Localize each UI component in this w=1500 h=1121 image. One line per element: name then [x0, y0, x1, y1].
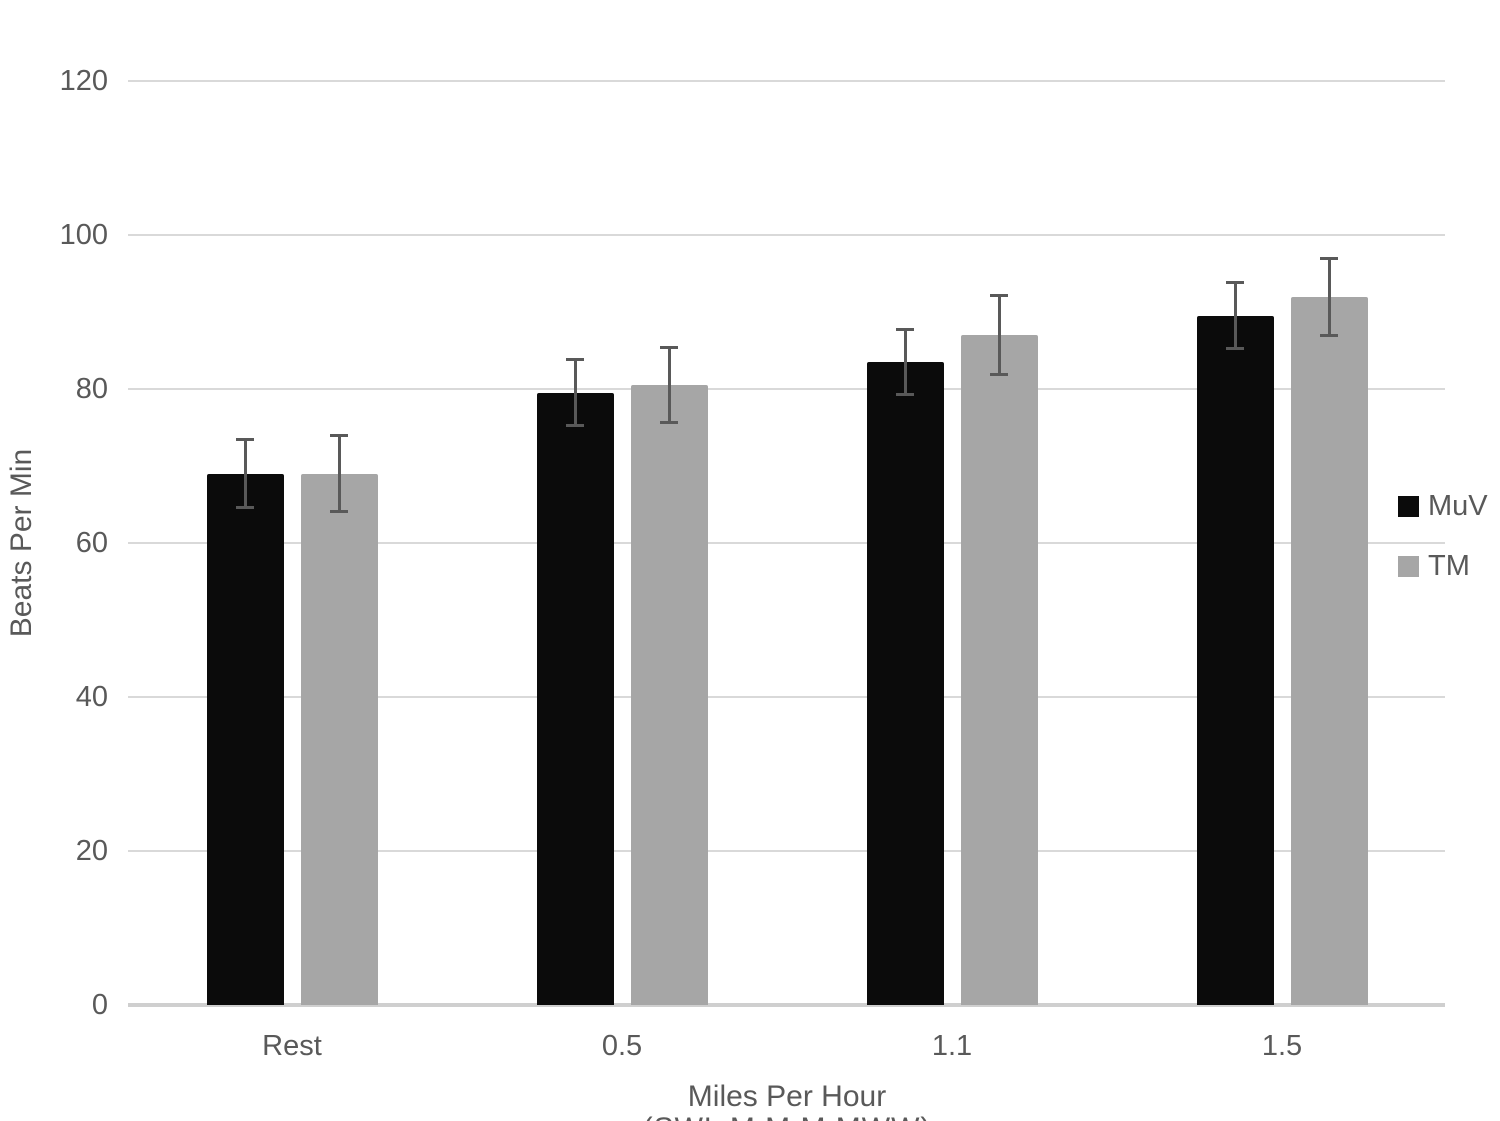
legend: MuV TM [1398, 489, 1488, 614]
bar-muv-1.5 [1196, 315, 1274, 1005]
error-bar-muv-rest-cap-top [236, 438, 254, 442]
y-axis-tick-label: 0 [91, 989, 108, 1021]
error-bar-tm-rest-whisker [337, 435, 341, 512]
error-bar-tm-1.5-cap-bottom [1320, 333, 1338, 337]
error-bar-tm-0.5-cap-top [660, 345, 678, 349]
x-axis-baseline [128, 1003, 1445, 1007]
gridline [128, 80, 1445, 82]
error-bar-tm-1.5-cap-top [1320, 256, 1338, 260]
tm-series-swatch-icon [1398, 555, 1419, 577]
error-bar-tm-1.1-cap-bottom [990, 372, 1008, 376]
error-bar-tm-rest-cap-bottom [330, 509, 348, 513]
gridline [128, 234, 1445, 236]
x-axis-title: Miles Per Hour [687, 1080, 887, 1113]
gridline [128, 850, 1445, 852]
bar-tm-1.1 [960, 335, 1038, 1005]
error-bar-muv-rest-cap-bottom [236, 506, 254, 510]
bar-tm-1.5 [1290, 296, 1368, 1005]
error-bar-muv-1.5-whisker [1233, 282, 1237, 349]
muv-series-swatch-icon [1398, 495, 1419, 517]
error-bar-muv-1.1-cap-top [896, 328, 914, 332]
error-bar-tm-0.5-whisker [667, 347, 671, 423]
bar-muv-0.5 [536, 392, 614, 1005]
error-bar-muv-1.1-cap-bottom [896, 392, 914, 396]
legend-item-muv: MuV [1398, 489, 1488, 522]
error-bar-tm-rest-cap-top [330, 434, 348, 438]
error-bar-tm-0.5-cap-bottom [660, 421, 678, 425]
y-axis-tick-label: 100 [59, 219, 108, 251]
x-axis-tick-label: 1.5 [1261, 1030, 1303, 1062]
error-bar-muv-0.5-whisker [573, 359, 577, 426]
y-axis-tick-label: 80 [75, 373, 108, 405]
x-axis-tick-label: 0.5 [601, 1030, 643, 1062]
error-bar-muv-0.5-cap-top [566, 358, 584, 362]
error-bar-muv-1.5-cap-top [1226, 281, 1244, 285]
error-bar-muv-1.1-whisker [903, 329, 907, 395]
legend-label-tm: TM [1428, 549, 1470, 582]
bar-muv-rest [206, 473, 284, 1005]
clipped-caption-text: (SWL M M M MWW) [643, 1112, 932, 1121]
x-axis-tick-label: Rest [262, 1030, 322, 1062]
gridline [128, 388, 1445, 390]
bar-muv-1.1 [866, 362, 944, 1005]
legend-item-tm: TM [1398, 549, 1488, 582]
y-axis-tick-label: 60 [75, 527, 108, 559]
error-bar-tm-1.5-whisker [1327, 258, 1331, 336]
error-bar-tm-1.1-cap-top [990, 294, 1008, 298]
error-bar-tm-1.1-whisker [997, 295, 1001, 375]
x-axis-tick-label: 1.1 [931, 1030, 973, 1062]
error-bar-muv-1.5-cap-bottom [1226, 347, 1244, 351]
y-axis-tick-label: 20 [75, 835, 108, 867]
legend-label-muv: MuV [1428, 489, 1488, 522]
y-axis-tick-label: 40 [75, 681, 108, 713]
bar-tm-rest [300, 473, 378, 1005]
bar-tm-0.5 [630, 385, 708, 1005]
y-axis-title: Beats Per Min [5, 448, 38, 638]
y-axis-tick-label: 120 [59, 65, 108, 97]
error-bar-muv-0.5-cap-bottom [566, 424, 584, 428]
gridline [128, 542, 1445, 544]
error-bar-muv-rest-whisker [243, 439, 247, 508]
gridline [128, 696, 1445, 698]
